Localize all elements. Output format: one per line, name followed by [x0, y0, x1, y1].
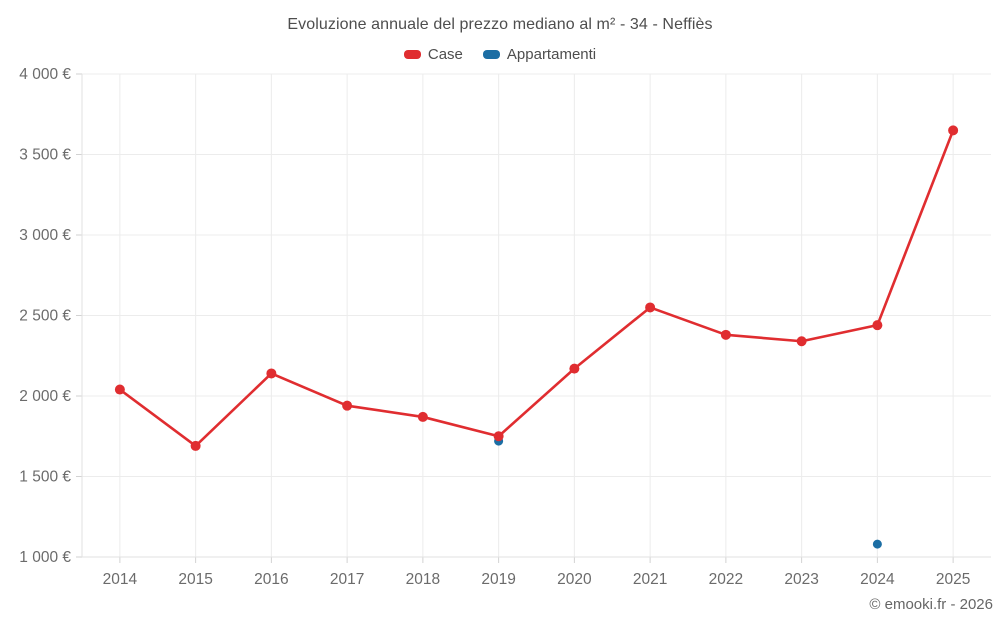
- x-axis-label: 2015: [178, 571, 212, 588]
- series-line-case: [497, 367, 576, 438]
- x-axis-label: 2019: [481, 571, 515, 588]
- series-line-case: [345, 404, 425, 419]
- legend-label-case: Case: [427, 46, 463, 63]
- data-point-case-2018[interactable]: [417, 411, 428, 422]
- x-axis-label: 2016: [254, 571, 288, 588]
- data-point-case-2020[interactable]: [569, 363, 580, 374]
- data-point-appartamenti-2024[interactable]: [872, 539, 882, 549]
- x-axis-label: 2025: [936, 571, 970, 588]
- x-axis-label: 2023: [784, 571, 818, 588]
- series-line-case: [724, 333, 803, 343]
- x-axis-label: 2020: [557, 571, 592, 588]
- copyright: © emooki.fr - 2026: [869, 596, 993, 613]
- series-line-case: [648, 306, 728, 337]
- series-line-case: [118, 388, 197, 448]
- y-axis-label: 2 500 €: [19, 308, 71, 325]
- data-point-case-2023[interactable]: [796, 336, 807, 347]
- series-line-case: [421, 415, 500, 438]
- x-axis-label: 2024: [860, 571, 895, 588]
- x-axis-label: 2014: [103, 571, 138, 588]
- legend-item-appartamenti[interactable]: Appartamenti: [482, 46, 597, 63]
- y-axis-label: 2 000 €: [19, 388, 71, 405]
- y-axis-label: 3 000 €: [19, 227, 71, 244]
- x-axis-label: 2021: [633, 571, 667, 588]
- data-point-case-2016[interactable]: [266, 368, 277, 379]
- legend-label-appartamenti: Appartamenti: [506, 46, 597, 63]
- data-point-case-2025[interactable]: [948, 125, 959, 136]
- legend-item-case[interactable]: Case: [403, 46, 463, 63]
- series-line-case: [194, 372, 273, 448]
- data-point-case-2017[interactable]: [342, 400, 353, 411]
- y-axis-label: 1 000 €: [19, 549, 71, 566]
- data-point-case-2019[interactable]: [493, 431, 504, 442]
- chart-title: Evoluzione annuale del prezzo mediano al…: [287, 16, 713, 33]
- x-axis-label: 2018: [406, 571, 440, 588]
- y-axis-label: 1 500 €: [19, 469, 71, 486]
- data-point-case-2022[interactable]: [720, 329, 731, 340]
- x-axis-label: 2017: [330, 571, 364, 588]
- x-axis-label: 2022: [709, 571, 743, 588]
- data-point-case-2014[interactable]: [114, 384, 125, 395]
- legend-swatch-appartamenti-icon: [482, 50, 500, 59]
- data-point-case-2024[interactable]: [872, 320, 883, 331]
- data-point-case-2015[interactable]: [190, 440, 201, 451]
- data-point-case-2021[interactable]: [645, 302, 656, 313]
- legend-swatch-case-icon: [403, 50, 421, 59]
- series-line-case: [876, 129, 955, 327]
- series-line-case: [800, 323, 879, 343]
- y-axis-label: 4 000 €: [19, 66, 71, 83]
- y-axis-label: 3 500 €: [19, 147, 71, 164]
- series-line-case: [270, 372, 349, 407]
- series-line-case: [573, 306, 652, 370]
- legend: Case Appartamenti: [0, 46, 1000, 63]
